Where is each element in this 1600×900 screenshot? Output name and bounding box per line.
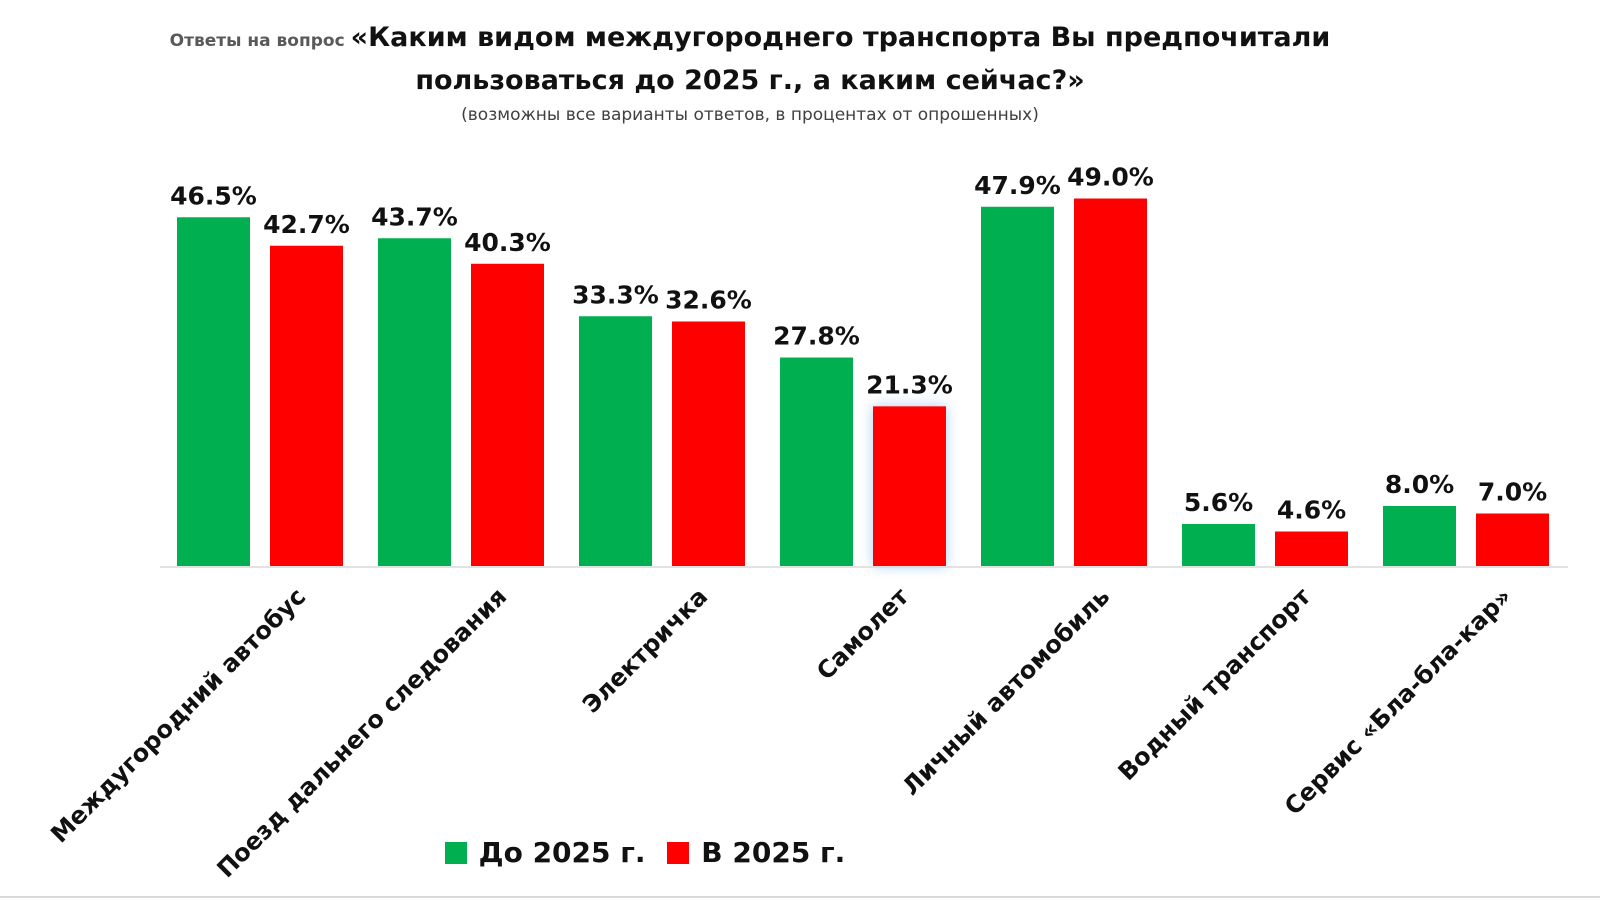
data-label-now-1: 42.7% [263, 210, 350, 239]
legend: До 2025 г. В 2025 г. [0, 836, 1290, 871]
bar-now-6 [1275, 531, 1348, 566]
data-label-before-3: 33.3% [572, 280, 659, 309]
title-line-2: пользоваться до 2025 г., а каким сейчас?… [415, 65, 1085, 96]
legend-swatch-now [667, 841, 690, 864]
chart-subtitle: (возможны все варианты ответов, в процен… [461, 105, 1039, 125]
data-label-before-5: 47.9% [974, 171, 1061, 200]
data-label-before-6: 5.6% [1184, 488, 1253, 517]
data-label-now-3: 32.6% [665, 286, 752, 315]
data-label-before-7: 8.0% [1385, 470, 1454, 499]
data-label-before-4: 27.8% [773, 322, 860, 351]
bar-before-5 [981, 206, 1054, 566]
chart-title: Ответы на вопрос «Каким видом междугородн… [0, 18, 1500, 127]
bar-now-1 [270, 245, 343, 566]
category-label-4: Самолет [811, 582, 914, 685]
data-label-now-4: 21.3% [866, 370, 953, 399]
title-question-1: «Каким видом междугороднего транспорта В… [350, 22, 1331, 53]
title-line-1: Ответы на вопрос «Каким видом междугородн… [0, 18, 1500, 61]
data-label-now-7: 7.0% [1478, 478, 1547, 507]
category-label-5: Личный автомобиль [897, 582, 1115, 800]
legend-swatch-before [444, 841, 467, 864]
bar-now-7 [1476, 513, 1549, 566]
data-label-now-6: 4.6% [1277, 496, 1346, 525]
bottom-border [0, 896, 1600, 898]
bar-before-6 [1182, 524, 1255, 566]
legend-item-before: До 2025 г. [444, 836, 646, 869]
legend-item-now: В 2025 г. [667, 836, 845, 869]
legend-label-now: В 2025 г. [701, 836, 846, 869]
data-label-now-2: 40.3% [464, 228, 551, 257]
data-label-before-1: 46.5% [170, 181, 257, 210]
category-label-3: Электричка [577, 582, 713, 718]
bar-before-7 [1383, 506, 1456, 566]
bar-now-2 [471, 263, 544, 566]
title-prefix: Ответы на вопрос [169, 31, 345, 51]
bar-before-1 [177, 217, 250, 566]
bar-now-3 [672, 321, 745, 566]
legend-label-before: До 2025 г. [478, 836, 646, 869]
category-label-7: Сервис «Бла-бла-кар» [1279, 582, 1517, 820]
bar-before-2 [378, 238, 451, 566]
category-label-6: Водный транспорт [1113, 582, 1317, 786]
bar-before-3 [579, 316, 652, 566]
data-label-now-5: 49.0% [1067, 163, 1154, 192]
bar-now-4 [873, 406, 946, 566]
bar-now-5 [1074, 198, 1147, 566]
bar-before-4 [780, 357, 853, 566]
data-label-before-2: 43.7% [371, 202, 458, 231]
